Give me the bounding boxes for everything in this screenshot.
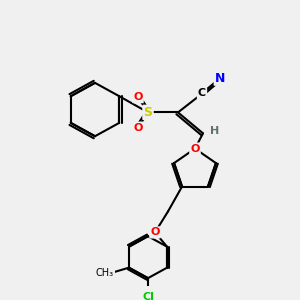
Text: C: C	[198, 88, 206, 98]
Text: Cl: Cl	[142, 292, 154, 300]
Text: CH₃: CH₃	[96, 268, 114, 278]
Text: O: O	[150, 227, 160, 237]
Text: H: H	[210, 126, 220, 136]
Text: N: N	[215, 72, 225, 85]
Text: O: O	[133, 123, 143, 133]
Text: O: O	[190, 144, 200, 154]
Text: O: O	[133, 92, 143, 102]
Text: S: S	[143, 106, 152, 119]
